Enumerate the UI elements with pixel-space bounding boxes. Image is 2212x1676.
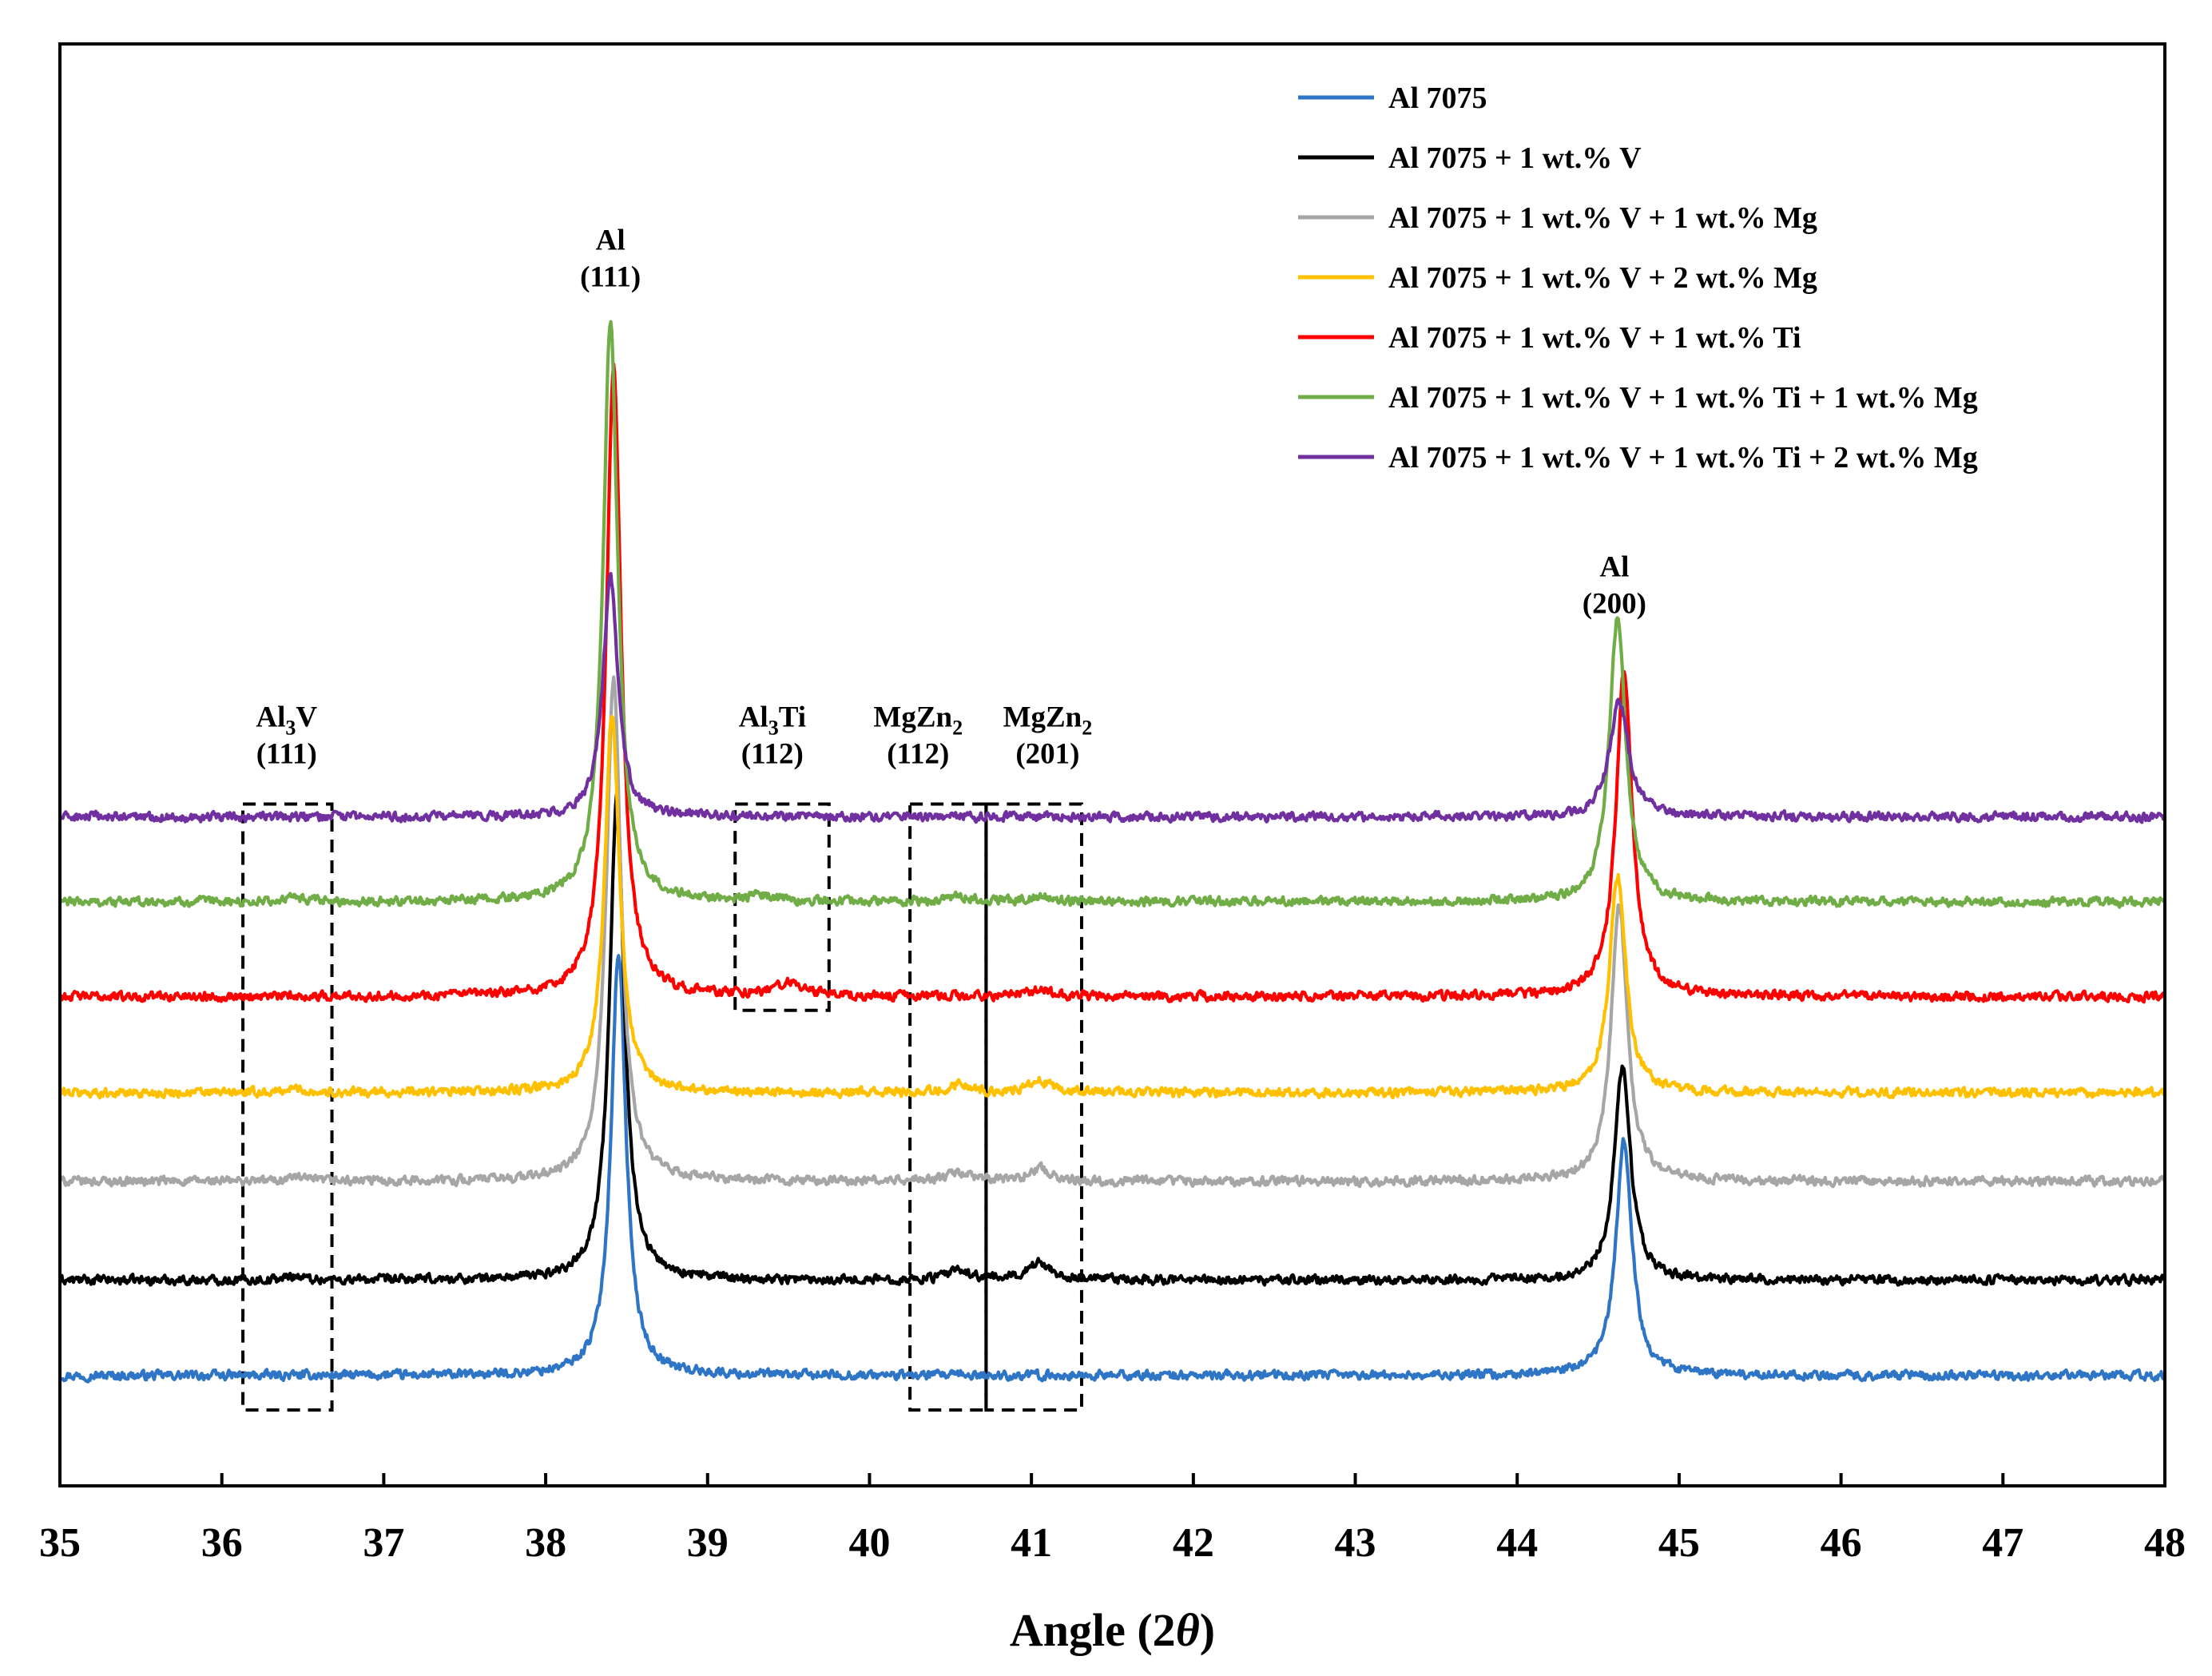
legend-label: Al 7075 + 1 wt.% V + 1 wt.% Ti (1388, 321, 1801, 355)
peak-label-hkl: (112) (887, 738, 949, 771)
peak-label-hkl: (201) (1015, 738, 1079, 771)
x-tick-label: 42 (1173, 1520, 1214, 1566)
series-line (59, 320, 2166, 909)
x-tick-label: 41 (1011, 1520, 1052, 1566)
x-tick-label: 39 (687, 1520, 729, 1566)
series-line (58, 954, 2166, 1384)
plot-frame (58, 42, 2166, 1487)
peak-label-hkl: (111) (256, 738, 317, 771)
phase-boxes (241, 802, 1083, 1412)
phase-dashed-box (984, 802, 1083, 1412)
series-line (58, 675, 2166, 1189)
series-line (58, 362, 2166, 1004)
x-tick-label: 47 (1982, 1520, 2023, 1566)
legend-label: Al 7075 + 1 wt.% V + 2 wt.% Mg (1388, 261, 1817, 295)
x-tick-label: 35 (39, 1520, 81, 1566)
legend: Al 7075 Al 7075 + 1 wt.% V Al 7075 + 1 wt.… (1298, 81, 1978, 475)
x-axis: 35 36 37 38 39 40 41 42 43 44 45 46 47 48 (39, 1473, 2186, 1566)
peak-label-phase: Al3Ti (739, 701, 806, 740)
series-line (58, 792, 2166, 1287)
x-tick-label: 43 (1335, 1520, 1376, 1566)
x-tick-label: 40 (848, 1520, 890, 1566)
phase-dashed-box (241, 802, 334, 1412)
peak-label-phase: MgZn2 (873, 701, 963, 740)
peak-label-phase: Al (596, 224, 625, 256)
legend-label: Al 7075 + 1 wt.% V + 1 wt.% Ti + 2 wt.% … (1388, 441, 1978, 475)
x-tick-label: 38 (525, 1520, 566, 1566)
legend-label: Al 7075 + 1 wt.% V + 1 wt.% Mg (1388, 201, 1817, 235)
peak-annotations: Al(111)Al(200)Al3V(111)Al3Ti(112)MgZn2(1… (256, 224, 1646, 770)
peak-label-phase: Al (1599, 550, 1629, 583)
legend-label: Al 7075 + 1 wt.% V + 1 wt.% Ti + 1 wt.% … (1388, 381, 1978, 415)
x-tick-label: 44 (1496, 1520, 1538, 1566)
peak-label-hkl: (112) (741, 738, 804, 771)
series-lines (58, 320, 2166, 1384)
series-line (58, 714, 2166, 1100)
peak-label-hkl: (111) (580, 260, 641, 293)
phase-dashed-box (733, 802, 831, 1012)
x-tick-label: 46 (1821, 1520, 1862, 1566)
series-line (58, 571, 2166, 824)
x-axis-title: Angle (2θ) (1010, 1604, 1215, 1656)
peak-label-phase: Al3V (256, 701, 317, 740)
legend-label: Al 7075 + 1 wt.% V (1388, 141, 1642, 175)
x-tick-label: 48 (2144, 1520, 2186, 1566)
peak-label-phase: MgZn2 (1003, 701, 1093, 740)
peak-label-hkl: (200) (1583, 587, 1646, 620)
x-tick-label: 36 (201, 1520, 243, 1566)
x-tick-label: 37 (363, 1520, 404, 1566)
legend-label: Al 7075 (1388, 81, 1487, 115)
x-tick-label: 45 (1658, 1520, 1700, 1566)
